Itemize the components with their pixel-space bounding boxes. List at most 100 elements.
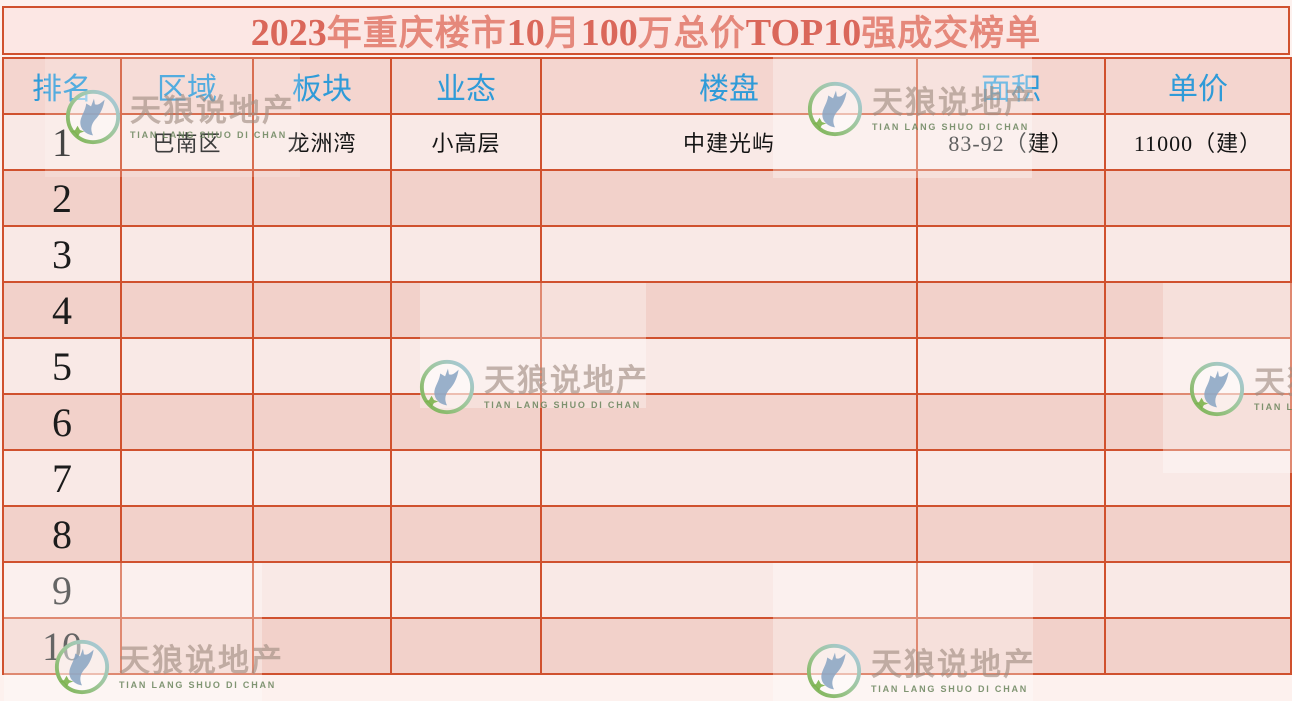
data-cell <box>1104 169 1292 227</box>
table-row: 2 <box>2 169 1292 227</box>
data-cell <box>390 337 542 395</box>
data-cell: 小高层 <box>390 113 542 171</box>
col-header-0: 排名 <box>2 57 122 115</box>
data-cell <box>120 505 254 563</box>
watermark-text-en: TIAN LANG SHUO DI CHAN <box>871 683 1029 694</box>
data-cell <box>1104 617 1292 675</box>
data-cell <box>540 617 918 675</box>
rank-cell: 6 <box>2 393 122 451</box>
title-number: 100 <box>580 12 638 54</box>
data-cell <box>1104 281 1292 339</box>
data-cell <box>1104 337 1292 395</box>
data-cell <box>1104 225 1292 283</box>
data-cell <box>540 449 918 507</box>
data-cell <box>252 337 392 395</box>
title-bar: 2023年重庆楼市10月100万总价TOP10强成交榜单 <box>2 6 1290 55</box>
page-title: 2023年重庆楼市10月100万总价TOP10强成交榜单 <box>251 5 1042 56</box>
data-cell <box>252 449 392 507</box>
data-cell <box>120 337 254 395</box>
title-number: TOP10 <box>745 12 862 54</box>
data-cell <box>540 169 918 227</box>
data-cell <box>390 561 542 619</box>
data-cell <box>916 393 1106 451</box>
table-row: 4 <box>2 281 1292 339</box>
table-row: 1 巴南区 龙洲湾 小高层 中建光屿 83-92（建） 11000（建） <box>2 113 1292 171</box>
data-cell <box>252 281 392 339</box>
data-cell <box>540 505 918 563</box>
data-cell <box>390 505 542 563</box>
rank-cell: 3 <box>2 225 122 283</box>
title-text: 年重庆楼市 <box>326 14 507 53</box>
data-cell <box>252 393 392 451</box>
data-cell <box>1104 449 1292 507</box>
table-row: 10 <box>2 617 1292 675</box>
rank-cell: 10 <box>2 617 122 675</box>
data-cell <box>120 617 254 675</box>
data-cell: 龙洲湾 <box>252 113 392 171</box>
data-cell <box>252 225 392 283</box>
data-cell <box>1104 505 1292 563</box>
data-cell <box>916 449 1106 507</box>
data-cell <box>916 169 1106 227</box>
data-cell <box>390 281 542 339</box>
data-cell <box>916 225 1106 283</box>
data-cell <box>390 169 542 227</box>
header-row: 排名 区域 板块 业态 楼盘 面积 单价 <box>2 57 1292 115</box>
data-cell <box>120 169 254 227</box>
table-row: 3 <box>2 225 1292 283</box>
col-header-5: 面积 <box>916 57 1106 115</box>
title-text: 万总价 <box>637 14 746 53</box>
ranking-table: 排名 区域 板块 业态 楼盘 面积 单价 1 巴南区 龙洲湾 小高层 中建光屿 83-92（建） 110… <box>2 57 1292 675</box>
col-header-3: 业态 <box>390 57 542 115</box>
data-cell <box>916 617 1106 675</box>
data-cell <box>252 561 392 619</box>
data-cell <box>916 281 1106 339</box>
data-cell <box>120 225 254 283</box>
data-cell <box>540 281 918 339</box>
data-cell <box>916 337 1106 395</box>
data-cell <box>252 505 392 563</box>
data-cell <box>390 393 542 451</box>
rank-cell: 8 <box>2 505 122 563</box>
data-cell <box>120 561 254 619</box>
title-text: 强成交榜单 <box>861 14 1042 53</box>
data-cell <box>252 617 392 675</box>
watermark-text-en: TIAN LANG SHUO DI CHAN <box>119 679 277 690</box>
table-row: 7 <box>2 449 1292 507</box>
data-cell <box>540 337 918 395</box>
data-cell: 83-92（建） <box>916 113 1106 171</box>
data-cell <box>540 561 918 619</box>
data-cell: 中建光屿 <box>540 113 918 171</box>
data-cell <box>916 561 1106 619</box>
rank-cell: 9 <box>2 561 122 619</box>
data-cell <box>390 449 542 507</box>
rank-cell: 7 <box>2 449 122 507</box>
data-cell <box>390 617 542 675</box>
data-cell <box>1104 561 1292 619</box>
table-row: 8 <box>2 505 1292 563</box>
rank-cell: 2 <box>2 169 122 227</box>
data-cell <box>540 393 918 451</box>
col-header-6: 单价 <box>1104 57 1292 115</box>
data-cell: 巴南区 <box>120 113 254 171</box>
table-row: 5 <box>2 337 1292 395</box>
data-cell <box>120 449 254 507</box>
rank-cell: 4 <box>2 281 122 339</box>
rank-cell: 5 <box>2 337 122 395</box>
col-header-2: 板块 <box>252 57 392 115</box>
data-cell <box>916 505 1106 563</box>
data-cell <box>120 281 254 339</box>
data-cell <box>540 225 918 283</box>
table-row: 6 <box>2 393 1292 451</box>
data-cell <box>390 225 542 283</box>
data-cell: 11000（建） <box>1104 113 1292 171</box>
col-header-1: 区域 <box>120 57 254 115</box>
data-cell <box>1104 393 1292 451</box>
data-cell <box>120 393 254 451</box>
title-number: 2023 <box>250 12 327 54</box>
col-header-4: 楼盘 <box>540 57 918 115</box>
title-number: 10 <box>506 12 545 54</box>
title-text: 月 <box>544 14 581 53</box>
table-row: 9 <box>2 561 1292 619</box>
